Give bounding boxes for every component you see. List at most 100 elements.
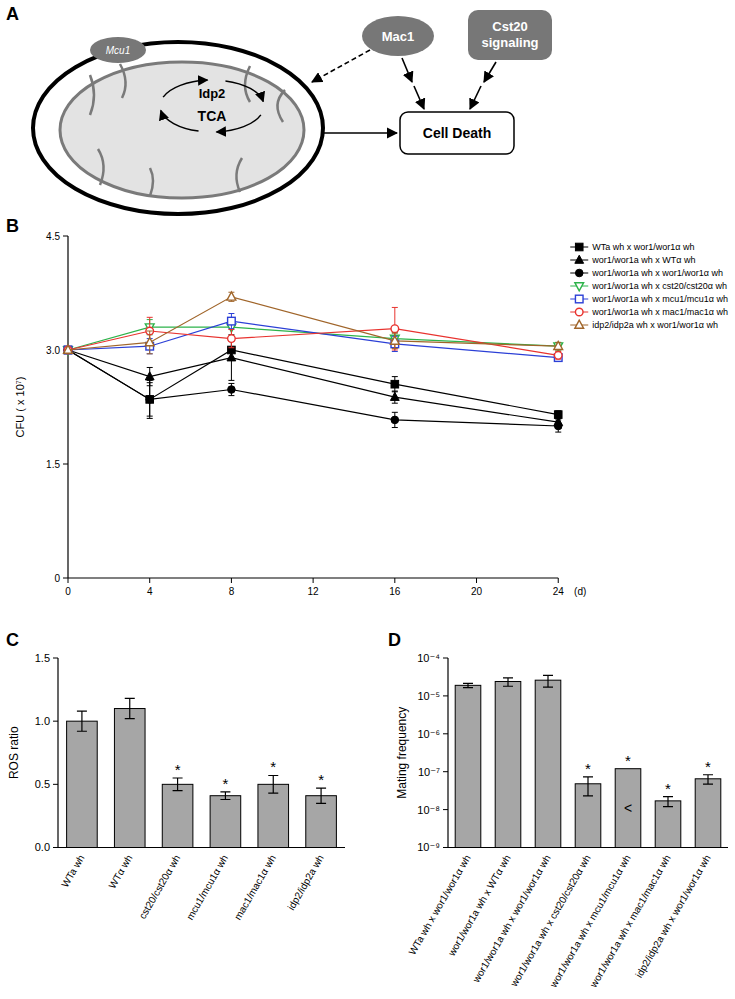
crista	[98, 149, 104, 185]
error-bar	[77, 711, 87, 731]
series-line	[68, 350, 558, 426]
significance-mark: *	[175, 761, 181, 778]
y-tick-label: 1.0	[35, 715, 50, 727]
x-tick-label: wor1/wor1a wh x cst20/cst20α wh	[508, 853, 593, 989]
arrow	[312, 50, 370, 82]
bar	[67, 721, 98, 847]
arrow	[402, 58, 412, 82]
enzyme-label: Idp2	[199, 86, 226, 101]
significance-mark: *	[625, 752, 631, 769]
cst20-node	[468, 10, 552, 60]
error-bar	[555, 420, 561, 432]
error-bar	[125, 698, 135, 718]
cell-death-label: Cell Death	[423, 125, 491, 141]
arrow	[470, 86, 481, 109]
y-tick-label: 10⁻⁴	[417, 652, 440, 664]
data-point	[64, 346, 72, 354]
y-tick	[63, 236, 68, 237]
y-tick	[63, 464, 68, 465]
x-tick	[394, 578, 395, 583]
x-tick-label: 24	[553, 586, 565, 597]
error-bar	[583, 777, 593, 796]
x-tick-label: idp2/idp2a wh	[285, 853, 325, 912]
bar	[114, 709, 145, 848]
error-bar	[173, 778, 183, 791]
x-tick-label: WTa wh	[59, 853, 86, 889]
y-tick-label: 3.0	[46, 345, 60, 356]
x-tick-label: 0	[65, 586, 71, 597]
legend-label: WTa wh x wor1/wor1α wh	[592, 242, 694, 252]
crista	[236, 158, 242, 192]
y-tick	[53, 784, 58, 785]
y-axis-title: CFU ( x 10⁷)	[14, 377, 26, 438]
y-tick	[53, 658, 58, 659]
y-axis	[67, 236, 68, 578]
mcu1-node	[90, 37, 146, 63]
error-bar	[703, 775, 713, 784]
bar	[455, 685, 481, 847]
tca-arrow	[225, 81, 263, 102]
crista	[245, 66, 250, 102]
y-tick-label: 0	[54, 573, 60, 584]
panel-letter: D	[388, 630, 401, 650]
y-tick-label: 10⁻⁸	[417, 804, 440, 816]
data-point	[64, 346, 72, 354]
y-tick-label: 4.5	[46, 231, 60, 242]
tca-arrow	[161, 111, 199, 132]
data-point	[227, 292, 236, 300]
y-tick	[443, 771, 448, 772]
x-tick-label: wor1/wor1a wh x mcu1/mcu1α wh	[547, 853, 632, 990]
panel-a: AIdp2TCAMcu1Mac1Cst20signalingCell Death	[6, 4, 552, 214]
data-point	[390, 335, 399, 343]
mitochondrion	[60, 62, 304, 198]
y-tick-label: 1.5	[46, 459, 60, 470]
crista	[120, 64, 126, 98]
legend-label: wor1/wor1a wh x mcu1/mcu1α wh	[591, 294, 728, 304]
plot-marks	[455, 675, 721, 847]
error-bar	[268, 775, 278, 793]
data-point	[228, 386, 236, 394]
bar	[495, 681, 521, 847]
legend-label: idp2/idp2a wh x wor1/wor1α wh	[592, 320, 718, 330]
significance-mark: *	[585, 760, 591, 777]
data-point	[391, 380, 399, 388]
y-axis-title: Mating frequency	[395, 707, 409, 799]
significance-mark: *	[665, 780, 671, 797]
y-tick-label: 10⁻⁶	[417, 728, 440, 740]
bar	[655, 801, 681, 848]
significance-mark: *	[705, 758, 711, 775]
x-tick-label: 16	[389, 586, 401, 597]
x-tick-label: WTα wh	[107, 853, 135, 890]
mac1-label: Mac1	[382, 29, 415, 44]
error-bar	[147, 383, 153, 416]
data-point	[64, 345, 73, 353]
data-point	[391, 325, 399, 333]
y-tick	[53, 721, 58, 722]
x-tick-label: 4	[147, 586, 153, 597]
data-point	[227, 353, 236, 361]
cell-death-box	[400, 112, 514, 154]
cst20-line: signaling	[481, 35, 538, 50]
x-tick	[68, 578, 69, 583]
y-tick-label: 10⁻⁹	[417, 841, 440, 853]
x-tick-label: 8	[229, 586, 235, 597]
bar	[695, 779, 721, 848]
cst20-line: Cst20	[492, 19, 527, 34]
error-bar	[392, 377, 398, 392]
error-bar	[555, 352, 561, 360]
plot-marks	[67, 698, 337, 847]
significance-mark: *	[318, 771, 324, 788]
series-line	[68, 297, 558, 350]
x-tick	[313, 578, 314, 583]
x-tick-label: cst20/cst20α wh	[137, 853, 182, 921]
x-axis-title: (d)	[574, 586, 586, 597]
y-tick	[443, 658, 448, 659]
panel-letter: A	[6, 4, 19, 24]
x-tick-label: mcu1/mcu1α wh	[184, 853, 230, 922]
data-point	[391, 416, 399, 424]
y-tick-label: 0.0	[35, 841, 50, 853]
data-point	[554, 341, 563, 349]
x-axis	[448, 847, 728, 848]
mcu1-label: Mcu1	[106, 45, 130, 56]
x-tick-label: 20	[471, 586, 483, 597]
